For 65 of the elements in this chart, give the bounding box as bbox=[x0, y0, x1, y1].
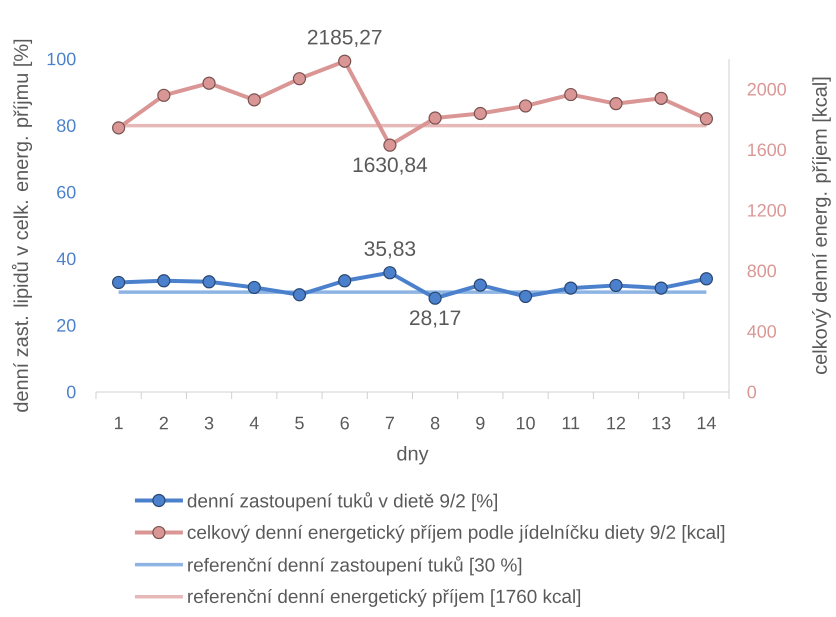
y2-tick-label: 400 bbox=[747, 325, 776, 338]
x-tick-label: 8 bbox=[430, 416, 440, 430]
y-tick-label: 80 bbox=[57, 119, 76, 132]
x-tick-label: 9 bbox=[476, 416, 484, 430]
y2-tick-label: 800 bbox=[748, 264, 776, 278]
point bbox=[383, 138, 396, 152]
point bbox=[700, 112, 713, 126]
data-label: 35,83 bbox=[364, 241, 416, 258]
point bbox=[564, 282, 578, 295]
legend-label: celkový denní energetický příjem podle jídelníčku diety 9/2 [kcal] bbox=[188, 524, 724, 543]
point bbox=[609, 278, 623, 292]
x-tick-label: 10 bbox=[516, 416, 535, 430]
x-axis-title: dny bbox=[397, 446, 429, 465]
y-tick-label: 20 bbox=[57, 319, 76, 332]
y2-tick-label: 1200 bbox=[748, 204, 786, 217]
x-tick-label: 11 bbox=[562, 416, 580, 430]
point bbox=[202, 76, 216, 90]
point bbox=[383, 266, 396, 280]
point bbox=[292, 72, 306, 86]
x-tick-label: 7 bbox=[386, 416, 394, 430]
x-tick-label: 2 bbox=[160, 416, 168, 430]
point bbox=[202, 275, 216, 288]
x-tick-label: 3 bbox=[204, 416, 214, 430]
x-tick-label: 12 bbox=[607, 416, 626, 430]
point bbox=[248, 93, 261, 106]
y-axis-title: denní zast. lipidů v celk. energ. příjmu [%] bbox=[12, 40, 32, 412]
legend-label: referenční denní zastoupení tuků [30 %] bbox=[188, 556, 522, 576]
point bbox=[157, 274, 170, 288]
y2-tick-label: 0 bbox=[747, 386, 756, 398]
point bbox=[564, 88, 578, 102]
point bbox=[292, 288, 306, 302]
y2-axis-title: celkový denní energ. příjem [kcal] bbox=[812, 78, 831, 374]
point bbox=[112, 276, 126, 290]
y2-tick-label: 1600 bbox=[748, 143, 786, 156]
x-tick-label: 14 bbox=[698, 416, 716, 430]
y-tick-label: 60 bbox=[57, 186, 76, 199]
point bbox=[428, 292, 442, 305]
point bbox=[654, 282, 668, 295]
x-tick-label: 4 bbox=[250, 416, 259, 430]
data-label: 28,17 bbox=[410, 310, 460, 328]
x-tick-label: 5 bbox=[295, 416, 304, 430]
y2-tick-label: 2000 bbox=[748, 82, 786, 96]
x-tick-label: 6 bbox=[340, 416, 349, 430]
point bbox=[518, 99, 532, 113]
point bbox=[654, 92, 668, 105]
point bbox=[474, 106, 487, 120]
y-tick-label: 0 bbox=[66, 386, 76, 398]
point bbox=[338, 54, 352, 68]
point bbox=[700, 272, 713, 286]
x-tick-label: 1 bbox=[114, 416, 123, 430]
point bbox=[157, 88, 170, 102]
point bbox=[338, 274, 352, 288]
point bbox=[474, 278, 487, 292]
point bbox=[112, 121, 126, 134]
point bbox=[518, 290, 532, 304]
point bbox=[428, 111, 442, 125]
point bbox=[609, 97, 623, 110]
x-tick-label: 13 bbox=[652, 416, 670, 430]
point bbox=[248, 280, 261, 294]
legend-label: referenční denní energetický příjem [1760 kcal] bbox=[188, 588, 580, 607]
y-tick-label: 40 bbox=[56, 252, 76, 266]
legend-label: denní zastoupení tuků v dietě 9/2 [%] bbox=[188, 492, 497, 512]
y-tick-label: 100 bbox=[48, 52, 76, 66]
data-label: 1630,84 bbox=[354, 157, 428, 175]
data-label: 2185,27 bbox=[308, 30, 382, 48]
